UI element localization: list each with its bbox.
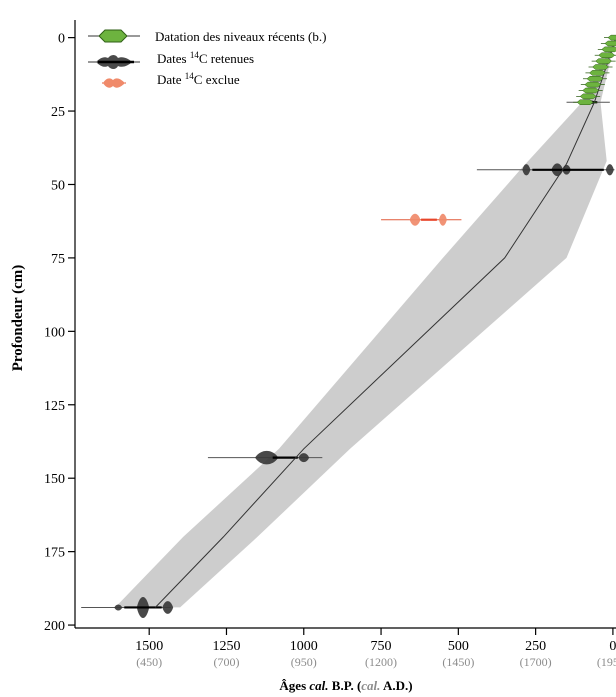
y-tick-label: 0: [58, 32, 65, 47]
x-ticks: 1500(450)1250(700)1000(950)750(1200)500(…: [135, 628, 616, 669]
excluded-date-peak: [438, 213, 447, 226]
x-tick-sublabel: (1950): [597, 655, 616, 669]
x-tick-sublabel: (950): [291, 655, 317, 669]
retained-date-2: [207, 450, 323, 465]
legend-label-excluded: Date 14C exclue: [157, 71, 240, 87]
recent-levels-group: [573, 34, 616, 105]
retained-date-peak: [522, 164, 531, 176]
y-tick-label: 25: [51, 105, 65, 120]
legend-label-retained-pre: Dates: [157, 51, 190, 66]
x-tick-label: 1500: [135, 639, 163, 654]
recent-level-marker: [601, 46, 616, 53]
legend-label-retained-sup: 14: [190, 50, 200, 60]
x-axis-title-prefix: Âges: [279, 678, 309, 693]
x-tick-sublabel: (1700): [520, 655, 552, 669]
x-tick-sublabel: (1450): [442, 655, 474, 669]
y-tick-label: 125: [44, 399, 65, 414]
x-tick-label: 250: [525, 639, 546, 654]
legend-item-retained: Dates 14C retenues: [88, 50, 254, 69]
excluded-date-group: [381, 213, 462, 226]
retained-date-peak: [605, 164, 614, 176]
legend-label-excluded-sup: 14: [185, 71, 195, 81]
x-tick-sublabel: (1200): [365, 655, 397, 669]
x-axis-title-cal2: cal.: [361, 678, 380, 693]
x-axis-title: Âges cal. B.P. (cal. A.D.): [279, 678, 412, 693]
y-ticks: 0 25 50 75 100 125 150 175 200: [44, 32, 75, 634]
x-tick-label: 0: [609, 639, 616, 654]
recent-level-marker: [589, 70, 606, 76]
recent-level-marker: [576, 99, 594, 105]
recent-level-marker: [584, 81, 602, 88]
legend-label-retained-post: C retenues: [199, 51, 254, 66]
legend-label-recent: Datation des niveaux récents (b.): [155, 29, 326, 44]
retained-date-peak: [298, 453, 310, 463]
legend-label-retained: Dates 14C retenues: [157, 50, 254, 66]
excluded-date-0: [381, 213, 462, 226]
recent-level-marker: [582, 87, 600, 94]
x-tick-sublabel: (700): [213, 655, 239, 669]
recent-level-marker: [579, 93, 597, 100]
legend-item-recent: Datation des niveaux récents (b.): [88, 29, 326, 44]
x-axis-title-cal: cal.: [309, 678, 328, 693]
excluded-date-peak: [409, 213, 421, 226]
x-tick-sublabel: (450): [136, 655, 162, 669]
legend-item-excluded: Date 14C exclue: [102, 71, 240, 88]
recent-level-marker: [592, 64, 609, 70]
recent-level-marker: [586, 75, 604, 82]
y-tick-label: 50: [51, 178, 65, 193]
retained-date-3: [81, 596, 174, 618]
green-hexagon-icon: [98, 29, 128, 43]
retained-date-1: [476, 163, 615, 177]
legend: Datation des niveaux récents (b.) Dates …: [88, 29, 326, 88]
retained-date-peak: [162, 601, 174, 614]
x-tick-label: 500: [448, 639, 469, 654]
y-tick-label: 175: [44, 546, 65, 561]
x-tick-label: 1000: [290, 639, 318, 654]
retained-date-peak: [255, 450, 279, 465]
x-axis-title-suffix: A.D.): [380, 678, 412, 693]
retained-date-peak: [114, 604, 123, 611]
axes: 0 25 50 75 100 125 150 175 200 1500(450) 1250(700…: [44, 20, 616, 669]
legend-label-excluded-pre: Date: [157, 72, 185, 87]
x-tick-label: 750: [371, 639, 392, 654]
age-model-envelope: [115, 37, 616, 608]
orange-date-distribution-icon: [103, 78, 125, 88]
y-tick-label: 100: [44, 325, 65, 340]
retained-dates-group: [81, 100, 615, 618]
recent-level-marker: [595, 58, 613, 64]
legend-label-excluded-post: C exclue: [194, 72, 240, 87]
x-tick-label: 1250: [212, 639, 240, 654]
recent-level-marker: [604, 40, 616, 47]
y-tick-label: 150: [44, 472, 65, 487]
y-tick-label: 200: [44, 619, 65, 634]
x-axis-title-mid: B.P. (: [329, 678, 362, 693]
recent-level-marker: [598, 52, 616, 58]
plot-area: [81, 34, 616, 618]
y-axis-title: Profondeur (cm): [10, 265, 26, 372]
recent-level-marker: [607, 34, 616, 41]
y-tick-label: 75: [51, 252, 65, 267]
